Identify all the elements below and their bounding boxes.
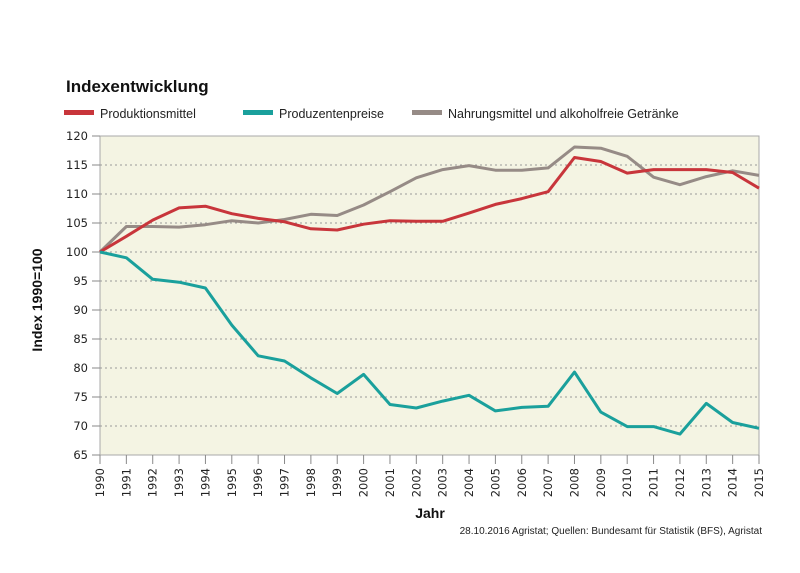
y-tick-label: 70 xyxy=(73,419,88,433)
x-tick-label: 2002 xyxy=(409,468,423,497)
x-tick-label: 2003 xyxy=(436,468,450,497)
y-tick-label: 90 xyxy=(73,303,88,317)
plot-area xyxy=(99,135,760,456)
legend-swatch-produktionsmittel xyxy=(64,110,94,115)
x-tick-label: 2004 xyxy=(462,468,476,497)
y-axis: 65 70 75 80 85 90 95 100 105 110 115 120 xyxy=(66,129,100,462)
series-line-produzentenpreise xyxy=(99,250,760,436)
x-tick-label: 2012 xyxy=(673,468,687,497)
x-tick-label: 1998 xyxy=(304,468,318,497)
x-tick-label: 1996 xyxy=(251,468,265,497)
x-tick-label: 2005 xyxy=(488,468,502,497)
x-tick-label: 1990 xyxy=(93,468,107,497)
x-tick-label: 2014 xyxy=(726,468,740,497)
x-tick-label: 1997 xyxy=(278,468,292,497)
x-tick-label: 2008 xyxy=(567,468,581,497)
y-tick-label: 120 xyxy=(66,129,88,143)
x-tick-label: 2010 xyxy=(620,468,634,497)
y-tick-label: 110 xyxy=(66,187,88,201)
y-tick-label: 85 xyxy=(73,332,88,346)
series-lines xyxy=(98,145,760,436)
y-tick-label: 80 xyxy=(73,361,88,375)
x-tick-label: 2006 xyxy=(515,468,529,497)
x-tick-label: 2011 xyxy=(647,468,661,497)
legend-item-produzentenpreise: Produzentenpreise xyxy=(243,107,384,121)
legend-swatch-produzentenpreise xyxy=(243,110,273,115)
series-line-produktionsmittel xyxy=(99,156,760,254)
legend-swatch-nahrungsmittel xyxy=(412,110,442,115)
y-tick-label: 65 xyxy=(73,448,88,462)
series-line-nahrungsmittel xyxy=(98,145,760,254)
x-tick-label: 2007 xyxy=(541,468,555,497)
x-tick-label: 2001 xyxy=(383,468,397,497)
legend-label-nahrungsmittel: Nahrungsmittel und alkoholfreie Getränke xyxy=(448,107,679,121)
x-tick-label: 2013 xyxy=(699,468,713,497)
x-tick-label: 1993 xyxy=(172,468,186,497)
x-tick-label: 1994 xyxy=(198,468,212,497)
legend-label-produzentenpreise: Produzentenpreise xyxy=(279,107,384,121)
legend-item-produktionsmittel: Produktionsmittel xyxy=(64,107,196,121)
chart-title: Indexentwicklung xyxy=(66,77,209,96)
x-tick-label: 1995 xyxy=(225,468,239,497)
x-axis: 1990 1991 1992 1993 1994 1995 1996 1997 1998 1999… xyxy=(93,455,766,497)
legend: Produktionsmittel Produzentenpreise Nahr… xyxy=(64,107,679,121)
y-tick-label: 105 xyxy=(66,216,88,230)
x-tick-label: 1991 xyxy=(119,468,133,497)
y-tick-label: 100 xyxy=(66,245,88,259)
x-tick-label: 1992 xyxy=(146,468,160,497)
y-tick-label: 75 xyxy=(73,390,88,404)
source-note: 28.10.2016 Agristat; Quellen: Bundesamt … xyxy=(460,526,763,537)
legend-item-nahrungsmittel: Nahrungsmittel und alkoholfreie Getränke xyxy=(412,107,679,121)
y-tick-label: 115 xyxy=(66,158,88,172)
x-tick-label: 2015 xyxy=(752,468,766,497)
y-tick-label: 95 xyxy=(73,274,88,288)
x-axis-label: Jahr xyxy=(415,505,445,521)
y-axis-label: Index 1990=100 xyxy=(29,248,45,351)
x-tick-label: 1999 xyxy=(330,468,344,497)
legend-label-produktionsmittel: Produktionsmittel xyxy=(100,107,196,121)
x-tick-label: 2009 xyxy=(594,468,608,497)
x-tick-label: 2000 xyxy=(357,468,371,497)
